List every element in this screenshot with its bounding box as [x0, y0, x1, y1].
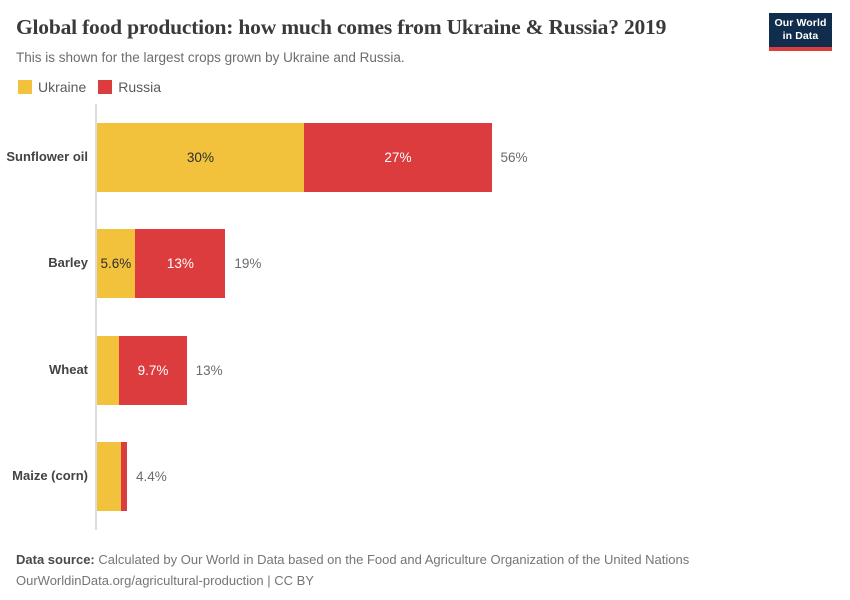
segment-value-label: 30%	[186, 149, 214, 165]
legend-label-russia: Russia	[118, 79, 162, 95]
legend-item-ukraine[interactable]: Ukraine	[18, 79, 86, 95]
footer-note: Data source: Calculated by Our World in …	[16, 549, 836, 591]
chart-subtitle: This is shown for the largest crops grow…	[16, 50, 405, 65]
category-label: Barley	[48, 255, 88, 271]
total-value-label: 19%	[234, 256, 262, 272]
ukraine-swatch-icon	[18, 80, 32, 94]
bar-row: Wheat 9.7% 13%	[0, 317, 850, 424]
segment-value-label: 27%	[384, 149, 412, 165]
total-value-label: 56%	[500, 149, 528, 165]
bar-row: Barley 5.6% 13% 19%	[0, 211, 850, 318]
russia-bar-segment[interactable]	[120, 442, 127, 512]
plot-area: Sunflower oil 30% 27% 56% Barley 5.6% 13% 19% Wh…	[0, 104, 850, 530]
ukraine-bar-segment[interactable]: 5.6%	[96, 229, 136, 299]
owid-logo[interactable]: Our World in Data	[769, 13, 832, 51]
legend-label-ukraine: Ukraine	[38, 79, 87, 95]
ukraine-bar-segment[interactable]	[96, 442, 121, 512]
category-label: Wheat	[49, 361, 88, 377]
russia-bar-segment[interactable]: 9.7%	[119, 335, 187, 405]
total-value-label: 4.4%	[135, 469, 167, 485]
segment-value-label: 13%	[166, 256, 194, 272]
bar-row: Sunflower oil 30% 27% 56%	[0, 104, 850, 211]
segment-value-label: 5.6%	[100, 256, 132, 272]
ukraine-bar-segment[interactable]	[96, 335, 120, 405]
owid-citation-link[interactable]: OurWorldinData.org/agricultural-producti…	[16, 573, 314, 588]
category-label: Maize (corn)	[12, 468, 88, 484]
russia-bar-segment[interactable]: 13%	[135, 229, 226, 299]
russia-bar-segment[interactable]: 27%	[304, 122, 492, 192]
y-axis-line	[95, 104, 97, 530]
category-label: Sunflower oil	[6, 148, 88, 164]
total-value-label: 13%	[195, 362, 223, 378]
data-source-text: Calculated by Our World in Data based on…	[94, 552, 690, 567]
bar-row: Maize (corn) 4.4%	[0, 424, 850, 531]
owid-logo-line1: Our World	[774, 17, 827, 30]
segment-value-label: 9.7%	[137, 362, 169, 378]
chart-title: Global food production: how much comes f…	[16, 15, 667, 39]
data-source-label: Data source:	[16, 552, 95, 567]
legend: Ukraine Russia	[18, 79, 173, 95]
data-source-line: Data source: Calculated by Our World in …	[16, 549, 836, 570]
russia-swatch-icon	[98, 80, 113, 94]
owid-logo-line2: in Data	[782, 30, 819, 42]
ukraine-bar-segment[interactable]: 30%	[96, 122, 305, 192]
legend-item-russia[interactable]: Russia	[98, 79, 161, 95]
